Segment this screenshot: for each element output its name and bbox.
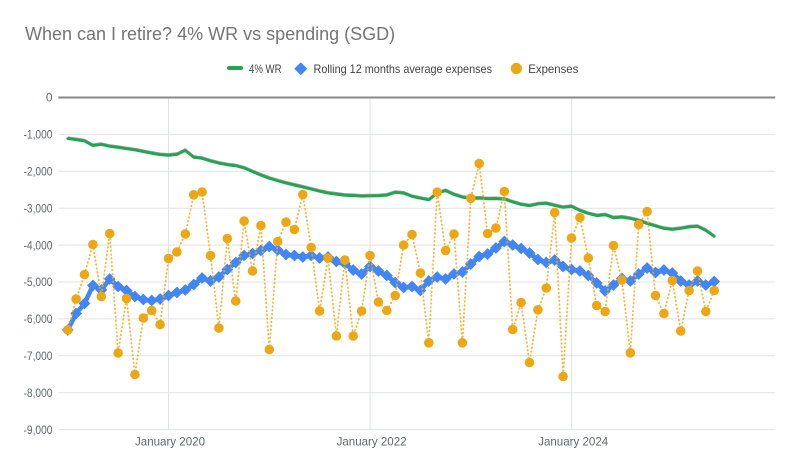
- svg-text:Expenses: Expenses: [528, 62, 578, 76]
- svg-text:-5,000: -5,000: [24, 275, 53, 289]
- svg-text:0: 0: [46, 91, 53, 105]
- svg-text:-8,000: -8,000: [24, 386, 53, 400]
- svg-text:-9,000: -9,000: [24, 423, 53, 437]
- svg-text:-7,000: -7,000: [24, 349, 53, 363]
- svg-text:4% WR: 4% WR: [249, 62, 282, 76]
- svg-text:-4,000: -4,000: [24, 238, 53, 252]
- svg-text:Rolling 12 months average expe: Rolling 12 months average expenses: [314, 62, 493, 76]
- svg-text:January 2020: January 2020: [135, 435, 205, 449]
- svg-text:-1,000: -1,000: [24, 128, 53, 142]
- svg-text:-6,000: -6,000: [24, 312, 53, 326]
- svg-text:-2,000: -2,000: [24, 165, 53, 179]
- svg-text:January 2024: January 2024: [538, 435, 608, 449]
- svg-text:-3,000: -3,000: [24, 201, 53, 215]
- svg-text:January 2022: January 2022: [337, 435, 407, 449]
